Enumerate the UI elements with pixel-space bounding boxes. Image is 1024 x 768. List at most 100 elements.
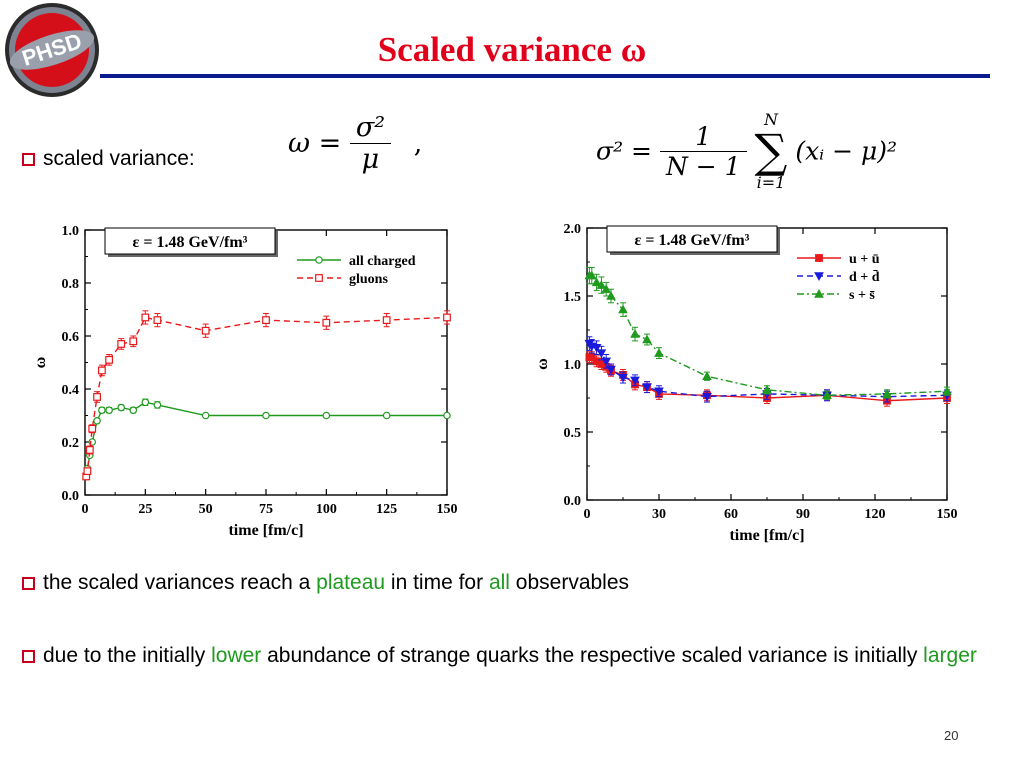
phsd-logo: PHSD xyxy=(5,3,99,97)
data-point xyxy=(882,388,892,398)
data-point xyxy=(942,386,952,395)
data-point xyxy=(606,290,616,300)
sigma-lhs: σ² = xyxy=(596,136,652,166)
bullet-2-part-3: in time for xyxy=(385,571,489,594)
data-point xyxy=(201,411,210,420)
data-point xyxy=(262,316,270,325)
data-point xyxy=(382,316,391,325)
bullet-2-part-2: plateau xyxy=(316,571,386,594)
y-tick-label: 0.2 xyxy=(62,436,80,451)
legend-entry-2: s + s̄ xyxy=(797,288,875,303)
data-point xyxy=(141,313,150,322)
data-point xyxy=(262,411,270,420)
y-tick-label: 1.0 xyxy=(62,224,80,239)
x-tick-label: 0 xyxy=(82,502,89,517)
annotation-box xyxy=(104,227,276,255)
omega-denominator: μ xyxy=(361,144,380,175)
data-point xyxy=(601,357,612,367)
bullet-plateau: the scaled variances reach a plateau in … xyxy=(22,571,629,595)
data-point xyxy=(93,417,101,425)
bullet-3-part-1: due to the initially xyxy=(43,644,212,667)
data-point xyxy=(443,313,451,322)
data-point xyxy=(129,337,138,346)
data-point xyxy=(85,446,94,454)
checkbox-bullet-icon xyxy=(22,577,35,590)
data-point xyxy=(654,348,664,357)
annotation-box xyxy=(606,225,778,253)
bullet-2-part-4: all xyxy=(488,571,510,594)
sigma-fraction: 1 N − 1 xyxy=(659,122,747,181)
data-point xyxy=(97,366,106,375)
legend-entry-0: all charged xyxy=(297,254,416,269)
sum-upper-limit: N xyxy=(763,110,778,129)
legend-marker xyxy=(814,272,824,282)
y-tick-label: 0.8 xyxy=(62,277,80,292)
x-tick-label: 125 xyxy=(376,502,397,517)
y-tick-label: 1.5 xyxy=(564,290,582,305)
x-tick-label: 150 xyxy=(437,502,458,517)
x-axis-title: time [fm/c] xyxy=(729,527,804,544)
data-point xyxy=(702,371,712,380)
legend-marker xyxy=(315,256,323,264)
data-point xyxy=(153,401,162,409)
legend-label: s + s̄ xyxy=(849,288,875,303)
y-axis-title: ω xyxy=(534,358,551,370)
sum-symbol: ∑ xyxy=(754,124,788,178)
sigma-numerator: 1 xyxy=(659,122,747,152)
sigma-denominator: N − 1 xyxy=(665,151,741,181)
x-tick-label: 25 xyxy=(138,502,152,517)
data-point xyxy=(654,387,664,397)
y-tick-label: 0.0 xyxy=(564,494,582,509)
x-tick-label: 60 xyxy=(724,507,738,522)
bullet-2-part-5: observables xyxy=(509,571,630,594)
bullet-1-text: scaled variance: xyxy=(43,147,195,170)
chart-left-omega-vs-time: 0 25 50 75 100 125 150 0.0 0.2 0.4 0.6 0.8 1.0 time [… xyxy=(32,224,458,539)
x-tick-label: 0 xyxy=(584,507,591,522)
legend-marker xyxy=(315,274,323,282)
data-point xyxy=(642,383,652,393)
series-0 xyxy=(82,398,451,481)
series-1 xyxy=(82,310,451,481)
bullet-3-part-4: larger xyxy=(923,644,977,667)
x-axis-title: time [fm/c] xyxy=(228,522,303,539)
data-point xyxy=(702,392,712,402)
plot-frame xyxy=(84,229,448,496)
y-tick-label: 0.6 xyxy=(62,330,80,345)
data-point xyxy=(117,340,126,348)
data-point xyxy=(88,424,97,433)
annotation-text: ε = 1.48 GeV/fm³ xyxy=(133,234,248,251)
x-tick-label: 90 xyxy=(796,507,810,522)
plot-frame xyxy=(586,227,948,501)
data-point xyxy=(586,270,597,280)
omega-lhs: ω = xyxy=(288,128,342,159)
y-tick-label: 1.0 xyxy=(564,358,582,373)
y-tick-label: 0.4 xyxy=(62,383,80,398)
omega-formula: ω = σ² μ , xyxy=(288,112,422,175)
legend-entry-0: u + ū xyxy=(797,252,880,267)
data-point xyxy=(630,376,640,386)
legend-marker xyxy=(814,288,824,298)
data-point xyxy=(93,393,101,401)
data-point xyxy=(153,316,162,325)
bullet-3-part-2: lower xyxy=(211,644,262,667)
data-point xyxy=(443,411,451,420)
bullet-3-part-3: abundance of strange quarks the respecti… xyxy=(261,644,924,667)
data-point xyxy=(762,384,772,394)
series-line xyxy=(589,274,948,396)
legend-marker xyxy=(815,254,823,262)
data-point xyxy=(822,390,832,399)
omega-fraction: σ² μ xyxy=(349,112,392,175)
series-0 xyxy=(585,351,951,407)
legend-entry-1: gluons xyxy=(297,272,388,287)
title-underline xyxy=(100,74,990,78)
omega-numerator: σ² xyxy=(349,112,392,144)
data-point xyxy=(83,467,92,476)
sum-body: (xᵢ − μ)² xyxy=(795,136,898,166)
series-line xyxy=(85,316,448,477)
data-point xyxy=(105,406,113,415)
bullet-scaled-variance: scaled variance: xyxy=(22,147,195,171)
data-point xyxy=(141,398,150,407)
x-tick-label: 120 xyxy=(865,507,886,522)
annotation-text: ε = 1.48 GeV/fm³ xyxy=(635,232,750,249)
data-point xyxy=(322,411,331,420)
